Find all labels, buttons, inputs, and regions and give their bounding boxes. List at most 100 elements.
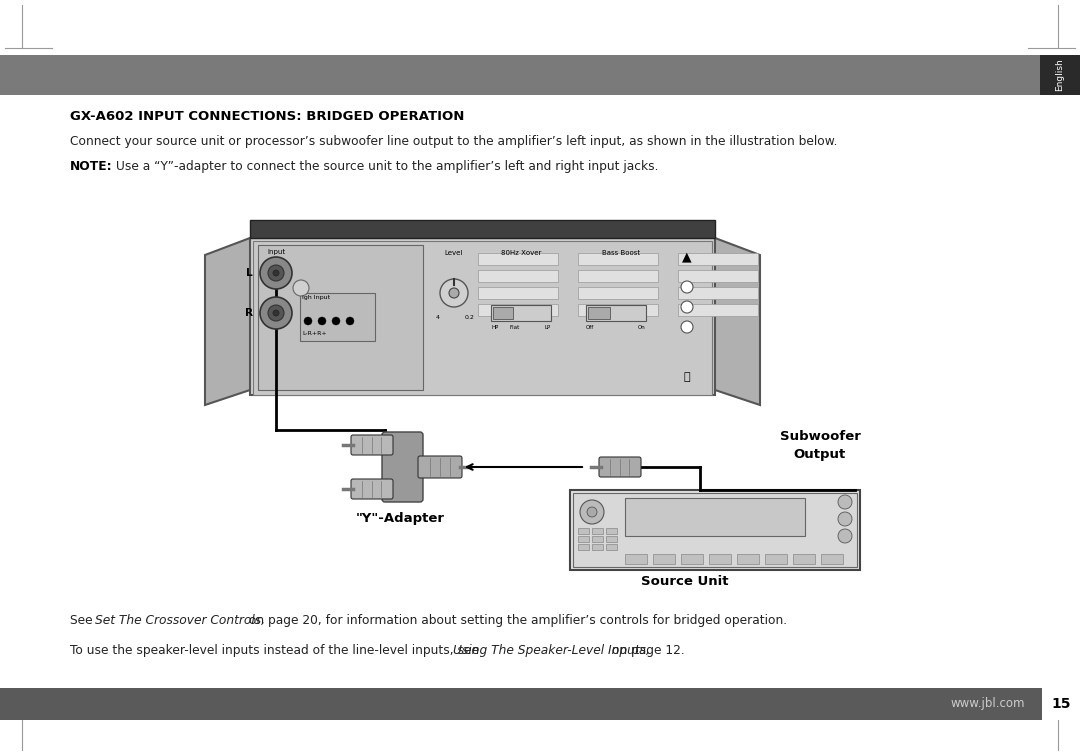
Text: ⏻: ⏻ [684,372,690,382]
Bar [606,528,617,534]
Bar [592,528,603,534]
Bar [578,253,658,265]
Text: R: R [245,308,253,318]
Circle shape [838,512,852,526]
Text: Using The Speaker-Level Inputs,: Using The Speaker-Level Inputs, [453,644,650,657]
Bar [653,554,675,564]
Circle shape [332,317,340,325]
Bar [578,287,658,299]
Circle shape [449,288,459,298]
Bar [578,304,658,316]
Text: 80Hz Xover: 80Hz Xover [501,250,541,256]
Text: 4: 4 [436,315,440,320]
Text: igh Input: igh Input [302,295,330,300]
Circle shape [303,317,312,325]
Bar [578,270,658,282]
FancyBboxPatch shape [351,435,393,455]
Bar [570,490,860,570]
Text: Set The Crossover Controls,: Set The Crossover Controls, [95,614,265,627]
Circle shape [440,279,468,307]
Bar [592,536,603,542]
Circle shape [346,317,354,325]
Text: See: See [70,614,96,627]
Text: Output: Output [794,448,846,461]
Text: www.jbl.com: www.jbl.com [950,698,1025,710]
Bar [1042,688,1080,720]
Bar [258,245,423,390]
Bar [708,554,731,564]
Circle shape [681,301,693,313]
Circle shape [273,270,279,276]
Bar [793,554,815,564]
Bar [0,55,1080,95]
Bar [681,554,703,564]
Circle shape [580,500,604,524]
Bar [1040,55,1080,95]
Bar [300,293,375,341]
Circle shape [268,305,284,321]
Bar [821,554,843,564]
Bar [678,253,758,265]
Text: Use a “Y”-adapter to connect the source unit to the amplifier’s left and right i: Use a “Y”-adapter to connect the source … [112,160,659,173]
Bar [578,536,589,542]
Circle shape [681,321,693,333]
Text: Flat: Flat [510,325,521,330]
Text: GX-A602 INPUT CONNECTIONS: BRIDGED OPERATION: GX-A602 INPUT CONNECTIONS: BRIDGED OPERA… [70,110,464,123]
Circle shape [293,280,309,296]
Circle shape [268,265,284,281]
Bar [492,307,513,319]
Text: Level: Level [445,250,463,256]
Text: NOTE:: NOTE: [70,160,112,173]
FancyBboxPatch shape [351,479,393,499]
Circle shape [838,495,852,509]
Bar [478,304,558,316]
Circle shape [318,317,326,325]
Bar [606,544,617,550]
Bar [678,287,758,299]
Text: on page 12.: on page 12. [608,644,685,657]
Text: Source Unit: Source Unit [642,575,729,588]
Text: Input: Input [267,249,285,255]
Text: LP: LP [544,325,551,330]
Bar [0,688,1042,720]
Circle shape [273,310,279,316]
Text: Subwoofer: Subwoofer [780,430,861,443]
Bar [765,554,787,564]
Bar [625,554,647,564]
Bar [578,544,589,550]
FancyBboxPatch shape [418,456,462,478]
Text: 0.2: 0.2 [465,315,475,320]
Bar [678,304,758,316]
Text: ▲: ▲ [683,250,692,263]
Text: Bass Boost: Bass Boost [602,250,640,256]
Bar [586,305,646,321]
Bar [578,528,589,534]
Bar [573,493,858,567]
Bar [249,238,715,395]
Text: "Y"-Adapter: "Y"-Adapter [355,512,445,525]
Bar [678,270,758,282]
Bar [249,220,715,238]
Polygon shape [205,238,249,405]
Circle shape [838,529,852,543]
Bar [491,305,551,321]
Bar [625,498,805,536]
Text: To use the speaker-level inputs instead of the line-level inputs, see: To use the speaker-level inputs instead … [70,644,483,657]
Text: English: English [1055,59,1065,91]
Bar [592,544,603,550]
Circle shape [260,257,292,289]
FancyBboxPatch shape [599,457,642,477]
Text: L-R+R+: L-R+R+ [302,331,326,336]
Text: Off: Off [586,325,594,330]
Circle shape [588,507,597,517]
FancyBboxPatch shape [382,432,423,502]
Bar [737,554,759,564]
Text: 15: 15 [1051,697,1070,711]
Text: On: On [638,325,646,330]
Text: Connect your source unit or processor’s subwoofer line output to the amplifier’s: Connect your source unit or processor’s … [70,135,837,148]
Text: L: L [246,268,253,278]
Bar [253,241,712,395]
Polygon shape [715,238,760,405]
Text: HP: HP [491,325,498,330]
Bar [478,287,558,299]
